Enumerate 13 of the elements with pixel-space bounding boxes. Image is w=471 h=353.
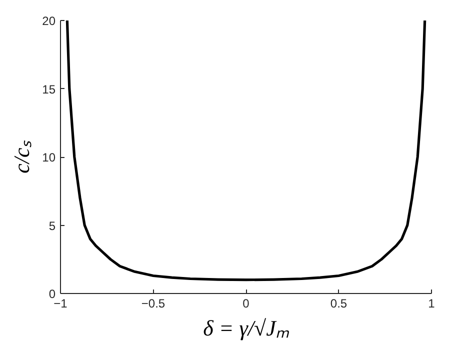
x-tick-label: −1: [54, 296, 68, 310]
y-tick-label: 5: [48, 218, 56, 233]
line-series: [66, 20, 426, 282]
y-tick-label: 20: [42, 14, 56, 28]
x-tick-label: 1: [428, 296, 436, 310]
x-tick-label: −0.5: [141, 296, 166, 310]
x-axis-title: δ = γ/√Jₘ: [203, 316, 290, 340]
y-tick-label: 10: [42, 150, 56, 164]
x-tick-label: 0: [242, 296, 250, 310]
y-tick-label: 0: [48, 287, 56, 301]
x-tick-label: 0.5: [330, 296, 348, 310]
y-axis-title: c/cₛ: [9, 140, 34, 174]
y-tick-label: 15: [42, 82, 56, 96]
